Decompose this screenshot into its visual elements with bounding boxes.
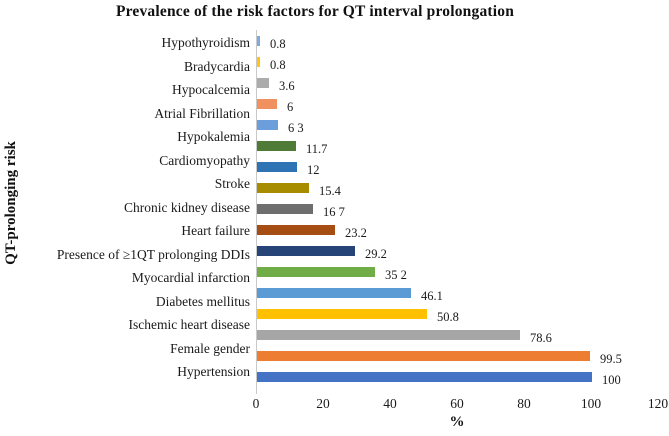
value-label: 12 bbox=[307, 163, 320, 177]
bar bbox=[257, 330, 520, 340]
category-label: Hypocalcemia bbox=[172, 82, 250, 97]
x-tick-label: 100 bbox=[580, 396, 602, 411]
bar bbox=[257, 36, 260, 46]
value-label: 99.5 bbox=[600, 352, 622, 366]
x-tick-label: 80 bbox=[517, 396, 531, 411]
value-label: 0.8 bbox=[270, 58, 286, 72]
value-label: 35 2 bbox=[385, 268, 407, 282]
x-tick-label: 0 bbox=[252, 396, 260, 411]
bar bbox=[257, 246, 355, 256]
value-label: 23.2 bbox=[345, 226, 367, 240]
value-label: 29.2 bbox=[365, 247, 387, 261]
category-label: Hypokalemia bbox=[177, 129, 250, 144]
bar bbox=[257, 372, 592, 382]
bar bbox=[257, 162, 297, 172]
category-label: Hypothyroidism bbox=[161, 35, 250, 50]
y-axis-line bbox=[256, 30, 257, 394]
x-tick-label: 60 bbox=[450, 396, 464, 411]
value-label: 100 bbox=[602, 373, 621, 387]
bar bbox=[257, 141, 296, 151]
bar bbox=[257, 120, 278, 130]
bar bbox=[257, 309, 427, 319]
category-label: Heart failure bbox=[181, 223, 250, 238]
chart-title: Prevalence of the risk factors for QT in… bbox=[115, 3, 515, 20]
x-tick-label: 120 bbox=[647, 396, 669, 411]
bar bbox=[257, 225, 335, 235]
category-label: Myocardial infarction bbox=[131, 270, 250, 285]
category-label: Ischemic heart disease bbox=[128, 317, 250, 332]
bar bbox=[257, 183, 309, 193]
x-tick-label: 20 bbox=[316, 396, 330, 411]
value-label: 15.4 bbox=[319, 184, 341, 198]
value-label: 11.7 bbox=[306, 142, 328, 156]
category-label: Diabetes mellitus bbox=[155, 293, 250, 309]
category-label: Female gender bbox=[170, 340, 250, 356]
value-label: 3.6 bbox=[279, 79, 295, 93]
value-label: 6 3 bbox=[288, 121, 304, 135]
bar bbox=[257, 288, 411, 298]
x-tick-label: 40 bbox=[383, 396, 397, 411]
category-label: Atrial Fibrillation bbox=[154, 105, 250, 121]
x-axis-title: % bbox=[449, 414, 465, 430]
bar bbox=[257, 267, 375, 277]
value-label: 78.6 bbox=[530, 331, 552, 345]
bar bbox=[257, 351, 590, 361]
category-label: Hypertension bbox=[177, 364, 250, 379]
value-label: 50.8 bbox=[437, 310, 459, 324]
category-label: Chronic kidney disease bbox=[124, 199, 250, 215]
value-label: 6 bbox=[287, 100, 294, 114]
value-label: 16 7 bbox=[323, 205, 345, 219]
bar bbox=[257, 57, 260, 67]
category-label: Bradycardia bbox=[184, 58, 250, 74]
category-label: Presence of ≥1QT prolonging DDIs bbox=[56, 246, 250, 262]
value-label: 0.8 bbox=[270, 37, 286, 51]
bar bbox=[257, 99, 277, 109]
bar bbox=[257, 204, 313, 214]
category-label: Cardiomyopathy bbox=[159, 152, 250, 168]
bar bbox=[257, 78, 269, 88]
category-label: Stroke bbox=[214, 176, 250, 191]
value-label: 46.1 bbox=[421, 289, 443, 303]
